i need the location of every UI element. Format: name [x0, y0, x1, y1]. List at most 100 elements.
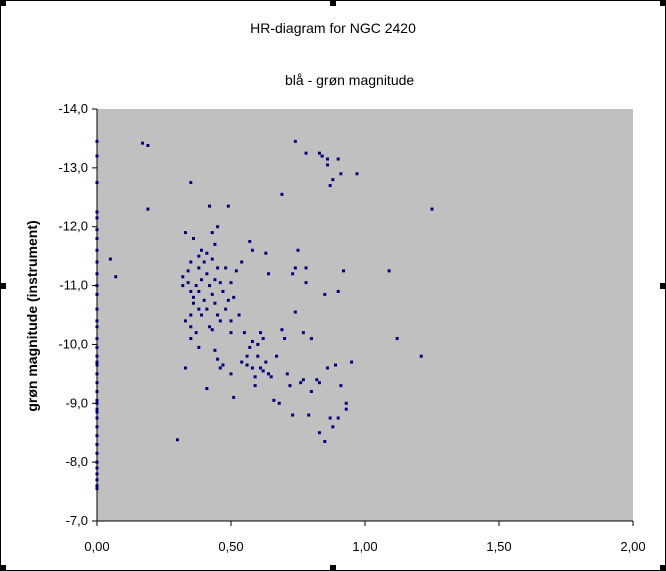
data-point [245, 363, 249, 367]
data-point [208, 204, 212, 208]
data-point [334, 363, 338, 367]
chart-title: HR-diagram for NGC 2420 [250, 20, 416, 36]
data-point [264, 360, 268, 364]
data-point [336, 157, 340, 161]
resize-handle-bottom-right[interactable] [660, 565, 666, 571]
data-point [253, 375, 257, 379]
y-tick-label: -10,0 [58, 336, 88, 351]
data-point [245, 354, 249, 358]
data-point [95, 487, 99, 491]
data-point [181, 275, 185, 279]
data-point [331, 178, 335, 182]
data-point [213, 278, 217, 282]
data-point [280, 328, 284, 332]
data-point [95, 398, 99, 402]
resize-handle-middle-left[interactable] [0, 283, 6, 289]
data-point [200, 278, 204, 282]
data-point [95, 442, 99, 446]
data-point [430, 207, 434, 211]
resize-handle-top-center[interactable] [330, 0, 336, 6]
y-tick-label: -14,0 [58, 101, 88, 116]
data-point [213, 301, 217, 305]
data-point [213, 242, 217, 246]
data-point [175, 438, 179, 442]
data-point [240, 260, 244, 264]
data-point [267, 372, 271, 376]
data-point [256, 342, 260, 346]
data-point [229, 372, 233, 376]
data-point [95, 337, 99, 341]
data-point [216, 225, 220, 229]
data-point [189, 181, 193, 185]
data-point [95, 325, 99, 329]
data-point [95, 460, 99, 464]
data-point [202, 298, 206, 302]
data-point [267, 272, 271, 276]
resize-handle-middle-right[interactable] [660, 283, 666, 289]
y-tick-label: -13,0 [58, 160, 88, 175]
resize-handle-bottom-center[interactable] [330, 565, 336, 571]
data-point [95, 434, 99, 438]
data-point [309, 337, 313, 341]
data-point [200, 313, 204, 317]
data-point [232, 295, 236, 299]
data-point [95, 390, 99, 394]
data-point [218, 319, 222, 323]
data-point [237, 313, 241, 317]
data-point [95, 416, 99, 420]
data-point [309, 390, 313, 394]
data-point [301, 331, 305, 335]
y-tick-label: -12,0 [58, 219, 88, 234]
data-point [205, 272, 209, 276]
data-point [216, 357, 220, 361]
data-point [216, 266, 220, 270]
x-axis-label: blå - grøn magnitude [285, 72, 415, 88]
data-point [229, 331, 233, 335]
data-point [210, 231, 214, 235]
data-point [186, 269, 190, 273]
data-point [186, 281, 190, 285]
data-point [323, 292, 327, 296]
resize-handle-bottom-left[interactable] [0, 565, 6, 571]
data-point [146, 143, 150, 147]
data-point [229, 281, 233, 285]
data-point [95, 410, 99, 414]
data-point [258, 331, 262, 335]
data-point [250, 248, 254, 252]
markers [95, 139, 434, 491]
y-tick-label: -7,0 [66, 513, 88, 528]
data-point [258, 366, 262, 370]
data-point [317, 431, 321, 435]
data-point [387, 269, 391, 273]
data-point [336, 416, 340, 420]
data-point [189, 313, 193, 317]
data-point [216, 313, 220, 317]
data-point [291, 413, 295, 417]
data-point [304, 266, 308, 270]
data-point [304, 281, 308, 285]
data-point [229, 319, 233, 323]
resize-handle-top-left[interactable] [0, 0, 6, 6]
data-point [339, 172, 343, 176]
data-point [95, 319, 99, 323]
data-point [285, 372, 289, 376]
data-point [275, 354, 279, 358]
data-point [344, 401, 348, 405]
x-tick-label: 0,50 [218, 539, 243, 554]
data-point [320, 154, 324, 158]
x-tick-label: 1,00 [352, 539, 377, 554]
data-point [114, 275, 118, 279]
resize-handle-top-right[interactable] [660, 0, 666, 6]
data-point [210, 257, 214, 261]
data-point [339, 384, 343, 388]
data-point [296, 248, 300, 252]
data-point [95, 401, 99, 405]
data-point [95, 216, 99, 220]
data-point [183, 366, 187, 370]
data-point [95, 284, 99, 288]
data-point [197, 307, 201, 311]
data-point [232, 395, 236, 399]
data-point [108, 257, 112, 261]
data-point [181, 284, 185, 288]
